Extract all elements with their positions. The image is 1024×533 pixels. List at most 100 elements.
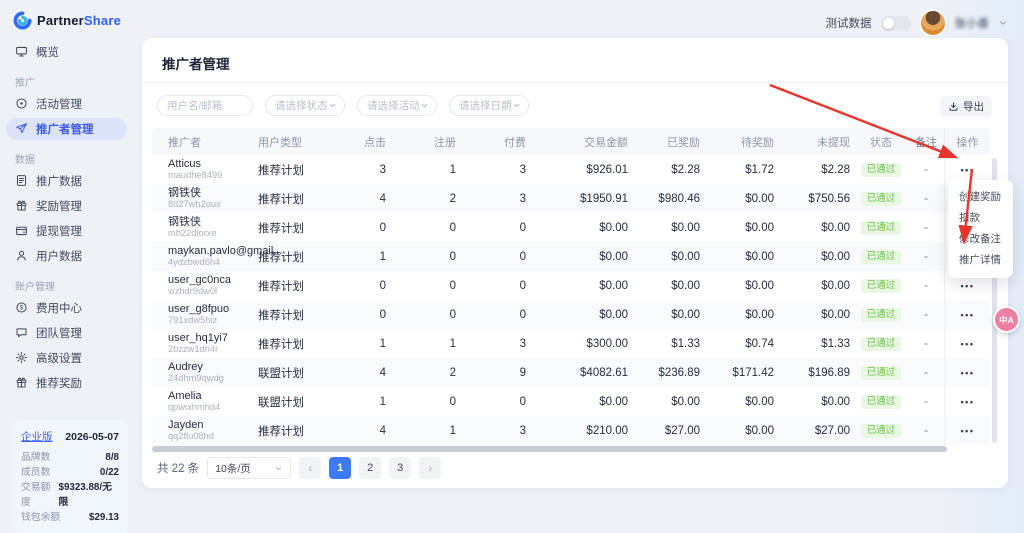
cell-status: 已通过 bbox=[854, 329, 908, 358]
sidebar-item-gift[interactable]: 推荐奖励 bbox=[6, 372, 127, 394]
horizontal-scrollbar[interactable] bbox=[152, 446, 947, 452]
sidebar-item-chat[interactable]: 团队管理 bbox=[6, 322, 127, 344]
plan-stat-label: 品牌数 bbox=[21, 452, 51, 463]
cell-regs: 0 bbox=[449, 250, 456, 263]
dollar-icon: $ bbox=[15, 301, 29, 315]
cell-pending: $0.00 bbox=[745, 250, 774, 263]
cell-amount: $0.00 bbox=[599, 395, 628, 408]
status-badge: 已通过 bbox=[860, 307, 902, 322]
filter-bar: 请选择状态 请选择活动 请选择日期 bbox=[157, 95, 529, 116]
context-menu-item[interactable]: 推广详情 bbox=[959, 254, 1001, 266]
plan-panel-header: 企业版 2026-05-07 bbox=[21, 429, 119, 444]
pagination-page-1[interactable]: 1 bbox=[329, 457, 352, 479]
pagination-page-3[interactable]: 3 bbox=[389, 457, 412, 479]
cell-actions: ••• bbox=[944, 387, 990, 416]
context-menu-item[interactable]: 扣款 bbox=[959, 212, 980, 224]
cell-actions: ••• bbox=[944, 329, 990, 358]
context-menu-item[interactable]: 创建奖励 bbox=[959, 191, 1001, 203]
plan-name-link[interactable]: 企业版 bbox=[21, 431, 53, 443]
table-header-cell: 已奖励 bbox=[667, 136, 700, 149]
sidebar-item-dollar[interactable]: $ 费用中心 bbox=[6, 297, 127, 319]
user-icon bbox=[15, 249, 29, 263]
promoter-id: 8d27wh2oux bbox=[168, 199, 221, 209]
cell-paid: 3 bbox=[519, 424, 526, 437]
sidebar-item-user[interactable]: 用户数据 bbox=[6, 245, 127, 267]
promoter-name-block: 钢铁侠 8d27wh2oux bbox=[168, 187, 221, 210]
row-actions-button[interactable]: ••• bbox=[960, 338, 975, 349]
cell-paid: 3 bbox=[519, 163, 526, 176]
translate-float-button[interactable]: 中A bbox=[993, 306, 1020, 333]
brand-logo[interactable]: PartnerShare bbox=[0, 0, 133, 38]
chat-icon bbox=[15, 326, 29, 340]
table-header-cell: 备注 bbox=[915, 136, 937, 149]
chevron-down-icon bbox=[420, 101, 429, 110]
cell-pending: $0.00 bbox=[745, 221, 774, 234]
row-actions-button[interactable]: ••• bbox=[960, 164, 975, 175]
cell-amount: $926.01 bbox=[586, 163, 628, 176]
cell-amount: $0.00 bbox=[599, 221, 628, 234]
cell-remark: - bbox=[924, 308, 928, 321]
page-size-select[interactable]: 10条/页 bbox=[207, 457, 292, 479]
sidebar-item-monitor[interactable]: 概览 bbox=[6, 41, 127, 63]
promoter-name: maykan.pavlo@gmail... bbox=[168, 245, 283, 257]
promoter-id: wzhdr9dw0l bbox=[168, 286, 218, 296]
cell-promoter: 钢铁侠 8d27wh2oux bbox=[152, 184, 258, 213]
table-row: user_gc0nca wzhdr9dw0l 推荐计划 0 0 0 $0.00 $0.00 $0… bbox=[152, 271, 990, 300]
cell-promoter: Atticus maudhe8499 bbox=[152, 155, 258, 184]
promoter-name-block: Atticus maudhe8499 bbox=[168, 158, 222, 181]
filter-select-1[interactable]: 请选择活动 bbox=[357, 95, 437, 116]
wallet-icon bbox=[15, 224, 29, 238]
filter-select-0[interactable]: 请选择状态 bbox=[265, 95, 345, 116]
cell-amount: $1950.91 bbox=[580, 192, 628, 205]
sidebar-section-label: 数据 bbox=[15, 155, 35, 166]
row-actions-button[interactable]: ••• bbox=[960, 425, 975, 436]
table-row: maykan.pavlo@gmail... 4ydzbwd6h4 推荐计划 1 0 0 $0… bbox=[152, 242, 990, 271]
pagination-next-button[interactable]: › bbox=[419, 457, 442, 479]
row-actions-button[interactable]: ••• bbox=[960, 396, 975, 407]
cell-rewarded: $0.00 bbox=[671, 279, 700, 292]
monitor-icon bbox=[15, 45, 29, 59]
table-header-cell: 付费 bbox=[504, 136, 526, 149]
filter-select-2[interactable]: 请选择日期 bbox=[449, 95, 529, 116]
row-actions-button[interactable]: ••• bbox=[960, 309, 975, 320]
plan-stat-label: 钱包余额 bbox=[21, 512, 61, 523]
pagination-page-2[interactable]: 2 bbox=[359, 457, 382, 479]
status-badge: 已通过 bbox=[860, 423, 902, 438]
sidebar-item-send[interactable]: 推广者管理 bbox=[6, 118, 127, 140]
keyword-search-input[interactable] bbox=[157, 95, 253, 116]
context-menu-item[interactable]: 修改备注 bbox=[959, 233, 1001, 245]
status-badge: 已通过 bbox=[860, 249, 902, 264]
test-data-toggle[interactable] bbox=[880, 15, 911, 31]
cell-regs: 0 bbox=[449, 308, 456, 321]
pagination-prev-button[interactable]: ‹ bbox=[299, 457, 322, 479]
table-row: Atticus maudhe8499 推荐计划 3 1 3 $926.01 $2.28 $1.7… bbox=[152, 155, 990, 184]
user-menu-chevron-down-icon[interactable] bbox=[998, 18, 1008, 28]
row-actions-button[interactable]: ••• bbox=[960, 280, 975, 291]
promoter-name: Jayden bbox=[168, 419, 204, 431]
cell-remark: - bbox=[924, 424, 928, 437]
sidebar-item-target[interactable]: 活动管理 bbox=[6, 93, 127, 115]
cell-user-type: 推荐计划 bbox=[258, 222, 304, 235]
status-badge: 已通过 bbox=[860, 220, 902, 235]
status-badge: 已通过 bbox=[860, 365, 902, 380]
promoter-name-block: Jayden qq2flu08hd bbox=[168, 419, 214, 442]
toggle-knob bbox=[882, 17, 894, 29]
promoter-name-block: 钢铁侠 mh22diorxe bbox=[168, 216, 217, 239]
chevron-down-icon bbox=[512, 101, 521, 110]
brand-name-part2: Share bbox=[83, 13, 122, 28]
vertical-scrollbar[interactable] bbox=[992, 158, 997, 443]
cell-unwithdrawn: $27.00 bbox=[814, 424, 850, 437]
status-badge: 已通过 bbox=[860, 394, 902, 409]
sidebar-item-gear[interactable]: 高级设置 bbox=[6, 347, 127, 369]
cell-promoter: Amelia qpwixhmhd4 bbox=[152, 387, 258, 416]
sidebar-item-wallet[interactable]: 提现管理 bbox=[6, 220, 127, 242]
export-button[interactable]: 导出 bbox=[940, 96, 992, 117]
sidebar-item-gift[interactable]: 奖励管理 bbox=[6, 195, 127, 217]
sidebar-item-doc[interactable]: 推广数据 bbox=[6, 170, 127, 192]
cell-status: 已通过 bbox=[854, 358, 908, 387]
filter-select-placeholder: 请选择状态 bbox=[275, 100, 328, 112]
row-actions-button[interactable]: ••• bbox=[960, 367, 975, 378]
user-avatar[interactable] bbox=[919, 10, 946, 36]
cell-unwithdrawn: $1.33 bbox=[821, 337, 850, 350]
table-header-cell: 注册 bbox=[434, 136, 456, 149]
